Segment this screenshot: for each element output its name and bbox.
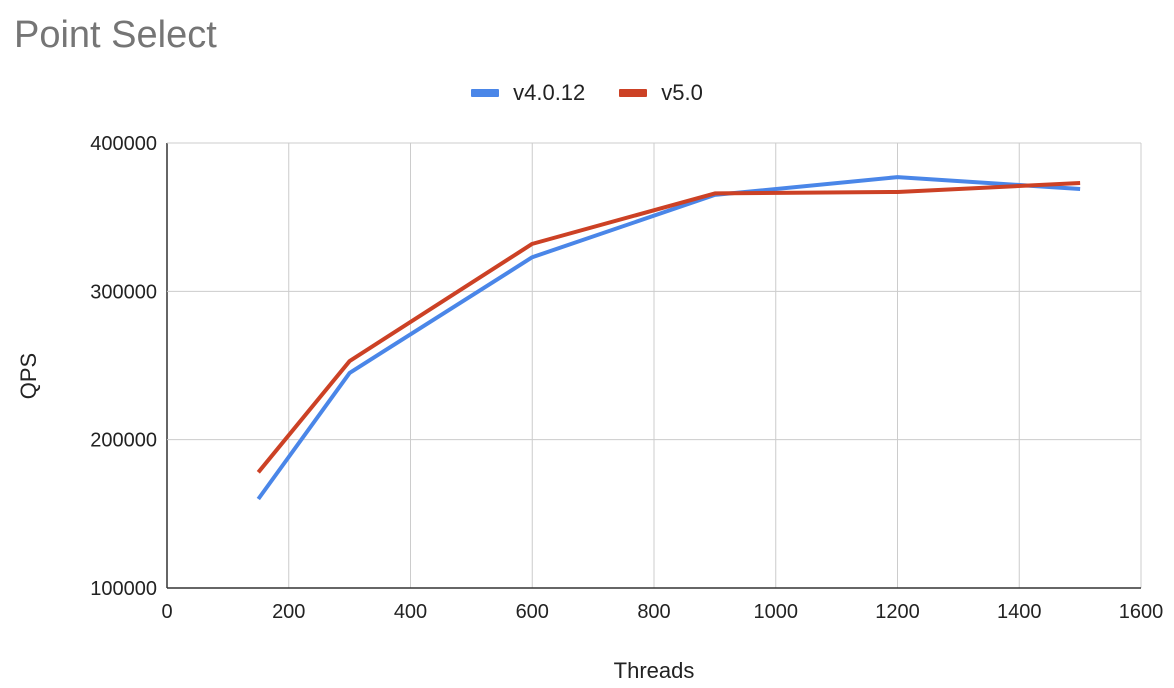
x-tick-label: 1000 — [754, 601, 799, 623]
x-tick-label: 800 — [637, 601, 670, 623]
y-tick-label: 200000 — [90, 430, 157, 452]
chart-title: Point Select — [14, 14, 217, 56]
legend-label-v4: v4.0.12 — [513, 80, 586, 105]
x-tick-label: 600 — [516, 601, 549, 623]
x-tick-label: 1400 — [997, 601, 1042, 623]
series-line-v4 — [256, 175, 1081, 501]
y-tick-label: 400000 — [90, 133, 157, 155]
x-tick-label: 200 — [272, 601, 305, 623]
legend-item-v5: v5.0 — [619, 80, 703, 106]
series-line-v5 — [256, 181, 1081, 474]
legend-item-v4: v4.0.12 — [471, 80, 585, 106]
y-tick-label: 100000 — [90, 578, 157, 600]
legend-label-v5: v5.0 — [661, 80, 703, 105]
x-axis-label: Threads — [614, 658, 695, 683]
y-axis-label: QPS — [16, 353, 41, 399]
legend-swatch-v5 — [619, 89, 648, 97]
x-tick-label: 1200 — [875, 601, 920, 623]
y-tick-label: 300000 — [90, 281, 157, 303]
legend: v4.0.12 v5.0 — [0, 80, 1174, 106]
legend-swatch-v4 — [471, 89, 500, 97]
x-tick-label: 400 — [394, 601, 427, 623]
tick-labels: 0 200 400 600 800 1000 1200 1400 1600 100000 20000… — [90, 133, 1163, 623]
x-tick-label: 0 — [161, 601, 172, 623]
series-lines — [256, 175, 1081, 501]
x-tick-label: 1600 — [1119, 601, 1164, 623]
